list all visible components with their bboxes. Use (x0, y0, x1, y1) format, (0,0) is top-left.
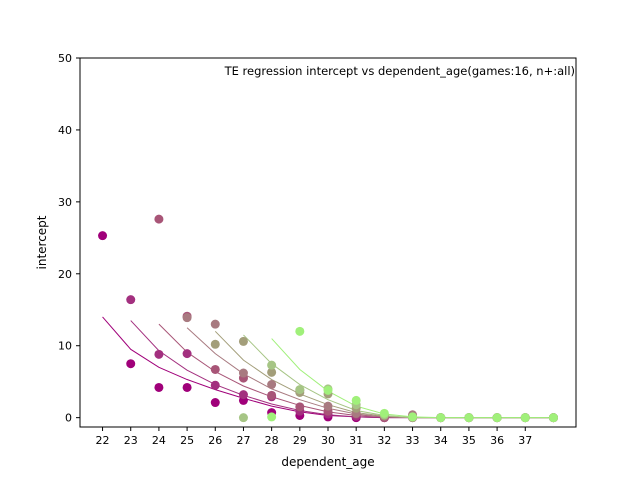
x-tick-label: 28 (265, 434, 279, 447)
data-point-series-2-3 (182, 349, 192, 359)
x-tick-label: 23 (124, 434, 138, 447)
y-tick-label: 10 (58, 340, 72, 353)
data-point-series-1-2 (126, 359, 136, 369)
data-point-series-6-1 (238, 413, 248, 423)
data-point-series-2-1 (126, 295, 136, 305)
x-tick-label: 33 (406, 434, 420, 447)
data-point-series-4-1 (182, 313, 192, 323)
x-tick-label: 30 (321, 434, 335, 447)
data-point-series-5-2 (238, 336, 248, 346)
x-tick-label: 25 (180, 434, 194, 447)
y-tick-label: 30 (58, 196, 72, 209)
x-tick-label: 29 (293, 434, 307, 447)
y-tick-label: 0 (65, 412, 72, 425)
x-axis-label: dependent_age (281, 455, 374, 469)
data-point-series-1-1 (98, 231, 108, 241)
y-axis-label: intercept (35, 215, 49, 269)
x-tick-label: 34 (434, 434, 448, 447)
x-tick-label: 24 (152, 434, 166, 447)
axes: 22 23 24 25 26 27 28 29 30 31 32 33 34 35 36 37 0 10 20 30 4… (58, 52, 532, 447)
data-point-series-7-3 (323, 385, 333, 395)
data-point-series-6-2 (267, 360, 277, 370)
data-point-series-1-3 (154, 382, 164, 392)
data-point-series-4-2 (210, 319, 220, 329)
x-tick-label: 32 (377, 434, 391, 447)
y-tick-label: 50 (58, 52, 72, 65)
data-point-series-3-3 (210, 364, 220, 374)
data-point-series-7-2 (295, 326, 305, 336)
data-point-series-7-11 (548, 413, 558, 423)
data-point-series-7-8 (464, 413, 474, 423)
x-tick-label: 37 (518, 434, 532, 447)
chart-title: TE regression intercept vs dependent_age… (224, 64, 575, 78)
data-point-series-7-10 (520, 413, 530, 423)
x-tick-label: 35 (462, 434, 476, 447)
data-point-series-1-4 (182, 382, 192, 392)
x-tick-label: 36 (490, 434, 504, 447)
x-tick-label: 31 (349, 434, 363, 447)
data-point-series-4-6 (323, 401, 333, 411)
data-point-series-7-7 (436, 413, 446, 423)
x-tick-label: 27 (236, 434, 250, 447)
y-tick-label: 20 (58, 268, 72, 281)
data-point-series-5-1 (210, 339, 220, 349)
data-point-series-7-4 (351, 395, 361, 405)
data-point-series-4-3 (238, 368, 248, 378)
data-point-series-1-5 (210, 398, 220, 408)
data-point-series-7-5 (379, 408, 389, 418)
x-tick-label: 22 (96, 434, 110, 447)
data-point-series-7-6 (408, 412, 418, 422)
data-point-series-5-3 (267, 367, 277, 377)
data-point-series-7-9 (492, 413, 502, 423)
data-point-series-6-3 (295, 385, 305, 395)
y-tick-label: 40 (58, 124, 72, 137)
data-point-series-3-6 (295, 402, 305, 412)
x-tick-label: 26 (208, 434, 222, 447)
data-point-series-7-1 (267, 412, 277, 422)
data-point-series-3-5 (267, 390, 277, 400)
data-point-series-4-4 (267, 380, 277, 390)
data-point-series-2-5 (238, 390, 248, 400)
data-point-series-3-1 (154, 214, 164, 224)
plot-marks (98, 214, 558, 423)
data-point-series-2-4 (210, 380, 220, 390)
data-point-series-2-2 (154, 349, 164, 359)
